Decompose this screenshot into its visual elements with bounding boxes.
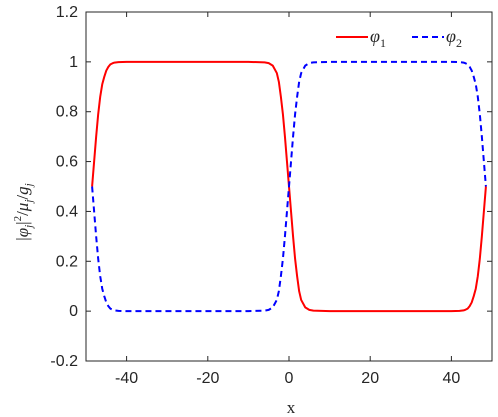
y-axis-label-sub1: j: [23, 225, 35, 230]
x-axis-label: x: [287, 398, 296, 417]
y-tick-label: 1.2: [56, 4, 78, 21]
y-tick-label: 0: [69, 303, 78, 320]
x-tick-label: 40: [443, 370, 461, 387]
x-tick-label: 20: [361, 370, 379, 387]
y-axis-label-mu: μ: [13, 203, 32, 213]
x-tick-label: -40: [115, 370, 138, 387]
x-tick-label: -20: [196, 370, 219, 387]
ticks-layer: -40 -20 0 20 40 -0.2 0 0.2 0.4 0.6 0.8 1 1.2: [50, 4, 492, 387]
y-axis-label-sup: 2: [12, 216, 24, 222]
y-axis-label-slash2: /: [13, 195, 32, 200]
y-tick-label: 1: [69, 54, 78, 71]
x-tick-label: 0: [285, 370, 294, 387]
y-axis-label-phi: φ: [13, 228, 32, 237]
y-axis-label-bar-right: |: [13, 221, 32, 224]
y-axis-label-slash1: /: [13, 211, 32, 216]
legend: φ1 φ2: [336, 26, 462, 50]
y-tick-label: -0.2: [50, 353, 78, 370]
y-tick-label: 0.8: [56, 104, 78, 121]
y-tick-label: 0.4: [56, 203, 78, 220]
y-axis-label-g: g: [13, 186, 32, 195]
y-tick-label: 0.2: [56, 253, 78, 270]
y-axis-label: |φj|2/μj/gj: [12, 183, 35, 240]
y-axis-label-sub3: j: [23, 183, 35, 188]
series-layer: [91, 60, 487, 313]
y-axis-label-bar-left: |: [13, 237, 32, 240]
series-line-phi2: [91, 60, 487, 313]
y-axis-label-sub2: j: [23, 200, 35, 205]
legend-label-phi1: φ1: [370, 26, 386, 50]
legend-label-phi2: φ2: [446, 26, 462, 50]
y-tick-label: 0.6: [56, 154, 78, 171]
